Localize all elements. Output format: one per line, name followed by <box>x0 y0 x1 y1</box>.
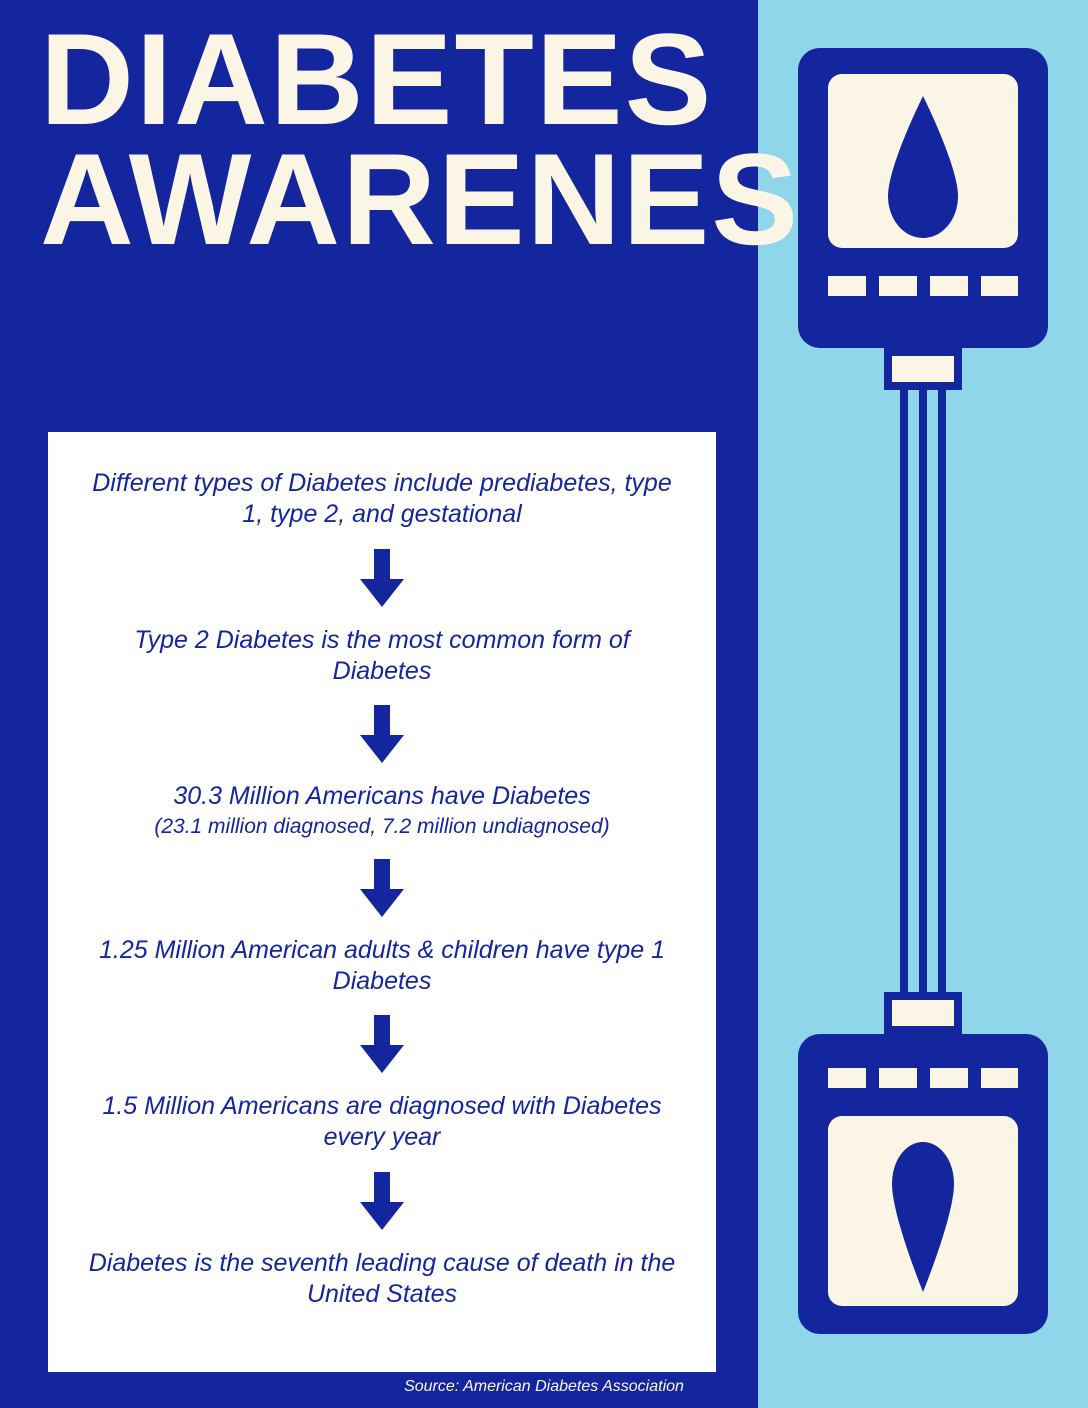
fact-1: Different types of Diabetes include pred… <box>88 468 676 531</box>
fact-2: Type 2 Diabetes is the most common form … <box>88 625 676 688</box>
fact-subtext: (23.1 million diagnosed, 7.2 million und… <box>88 814 676 840</box>
title-line-1: DIABETES <box>40 20 740 140</box>
down-arrow-icon <box>360 705 404 763</box>
facts-card: Different types of Diabetes include pred… <box>48 432 716 1372</box>
down-arrow-icon <box>360 859 404 917</box>
page-title: DIABETES AWARENESS <box>40 20 740 259</box>
down-arrow-icon <box>360 1015 404 1073</box>
fact-4: 1.25 Million American adults & children … <box>88 935 676 998</box>
glucose-meter-icon <box>780 48 1066 1368</box>
fact-text: Different types of Diabetes include pred… <box>92 469 672 528</box>
down-arrow-icon <box>360 549 404 607</box>
fact-text: 1.5 Million Americans are diagnosed with… <box>102 1092 661 1151</box>
fact-text: 1.25 Million American adults & children … <box>99 936 665 995</box>
fact-5: 1.5 Million Americans are diagnosed with… <box>88 1091 676 1154</box>
fact-text: Type 2 Diabetes is the most common form … <box>134 626 630 685</box>
source-text: Source: American Diabetes Association <box>0 1378 1088 1396</box>
fact-text: Diabetes is the seventh leading cause of… <box>89 1249 676 1308</box>
fact-text: 30.3 Million Americans have Diabetes <box>173 782 590 810</box>
fact-6: Diabetes is the seventh leading cause of… <box>88 1248 676 1311</box>
down-arrow-icon <box>360 1172 404 1230</box>
fact-3: 30.3 Million Americans have Diabetes (23.… <box>88 781 676 841</box>
title-line-2: AWARENESS <box>40 140 740 260</box>
